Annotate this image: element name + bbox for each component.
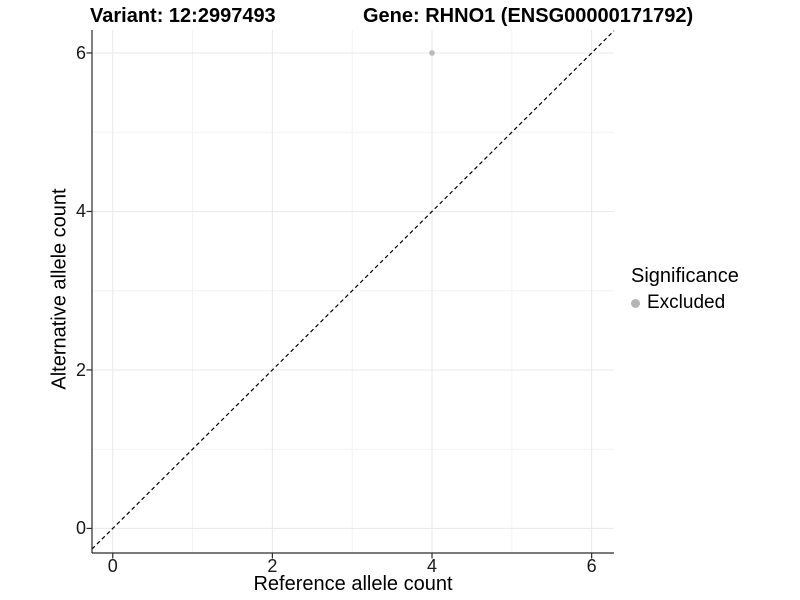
- data-point: [429, 50, 435, 56]
- legend-title: Significance: [631, 265, 739, 287]
- y-tick-label: 6: [75, 42, 86, 63]
- identity-dashed-line: [91, 30, 615, 550]
- variant-title: Variant: 12:2997493: [90, 5, 276, 27]
- y-tick-label: 0: [75, 518, 86, 539]
- y-tick-label: 4: [75, 201, 86, 222]
- gene-title: Gene: RHNO1 (ENSG00000171792): [363, 5, 694, 27]
- x-tick-label: 4: [427, 556, 438, 576]
- x-tick-label: 6: [586, 556, 597, 576]
- y-tick-label: 2: [75, 359, 86, 380]
- legend-item-excluded: Excluded: [631, 292, 739, 314]
- legend: Significance Excluded: [631, 265, 739, 314]
- x-tick-label: 2: [267, 556, 278, 576]
- legend-item-label: Excluded: [647, 292, 726, 313]
- excluded-marker-icon: [631, 298, 640, 308]
- x-tick-label: 0: [107, 556, 118, 576]
- x-axis-title: Reference allele count: [253, 573, 453, 595]
